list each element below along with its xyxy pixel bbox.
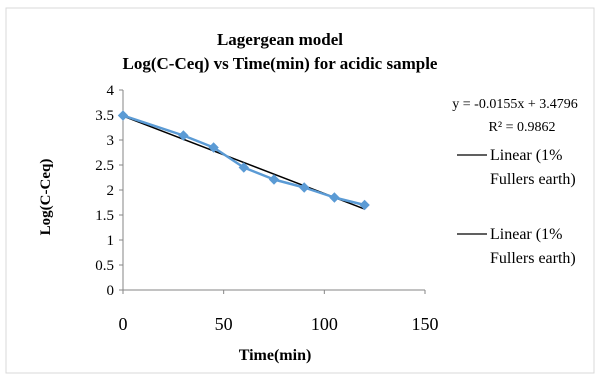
data-point-marker: [178, 130, 189, 141]
legend-entry-line1: Linear (1%: [490, 147, 562, 164]
y-tick-label: 1.5: [95, 208, 114, 224]
x-axis-label: Time(min): [239, 347, 312, 364]
data-point-marker: [268, 174, 280, 185]
y-tick-label: 1: [107, 233, 115, 249]
x-tick-label: 50: [215, 314, 233, 334]
legend-entry-line2: Fullers earth): [490, 171, 576, 188]
y-tick-label: 2.5: [95, 158, 114, 174]
x-tick-label: 100: [311, 314, 338, 334]
y-tick-label: 4: [107, 83, 115, 99]
trendline-equation: y = -0.0155x + 3.4796: [452, 97, 577, 112]
legend-entry-line2: Fullers earth): [490, 250, 576, 267]
y-axis-label: Log(C-Ceq): [38, 159, 54, 236]
chart-frame: [5, 7, 595, 374]
y-tick-label: 0.5: [95, 258, 114, 274]
series-layer: [117, 110, 370, 211]
axes-layer: 0 0.5 1 1.5 2 2.5 3 3.5 4 0 50 100 150: [95, 83, 438, 334]
data-point-marker: [359, 199, 370, 211]
data-point-marker: [117, 110, 129, 121]
y-tick-label: 2: [107, 183, 115, 199]
data-point-marker: [238, 162, 250, 173]
legend: Linear (1% Fullers earth) Linear (1% Fuller…: [457, 147, 576, 267]
data-point-marker: [329, 192, 340, 203]
x-tick-label: 150: [412, 314, 439, 334]
data-point-marker: [208, 142, 219, 153]
data-point-marker: [298, 182, 310, 193]
y-tick-label: 3: [107, 133, 115, 149]
chart-subtitle: Log(C-Ceq) vs Time(min) for acidic sampl…: [123, 54, 438, 73]
series-line: [122, 114, 365, 207]
trendline-r-squared: R² = 0.9862: [489, 120, 556, 135]
x-tick-label: 0: [119, 314, 128, 334]
y-tick-label: 0: [107, 283, 115, 299]
legend-entry-line1: Linear (1%: [490, 226, 562, 243]
y-tick-label: 3.5: [95, 108, 114, 124]
chart-title: Lagergean model: [217, 30, 343, 49]
